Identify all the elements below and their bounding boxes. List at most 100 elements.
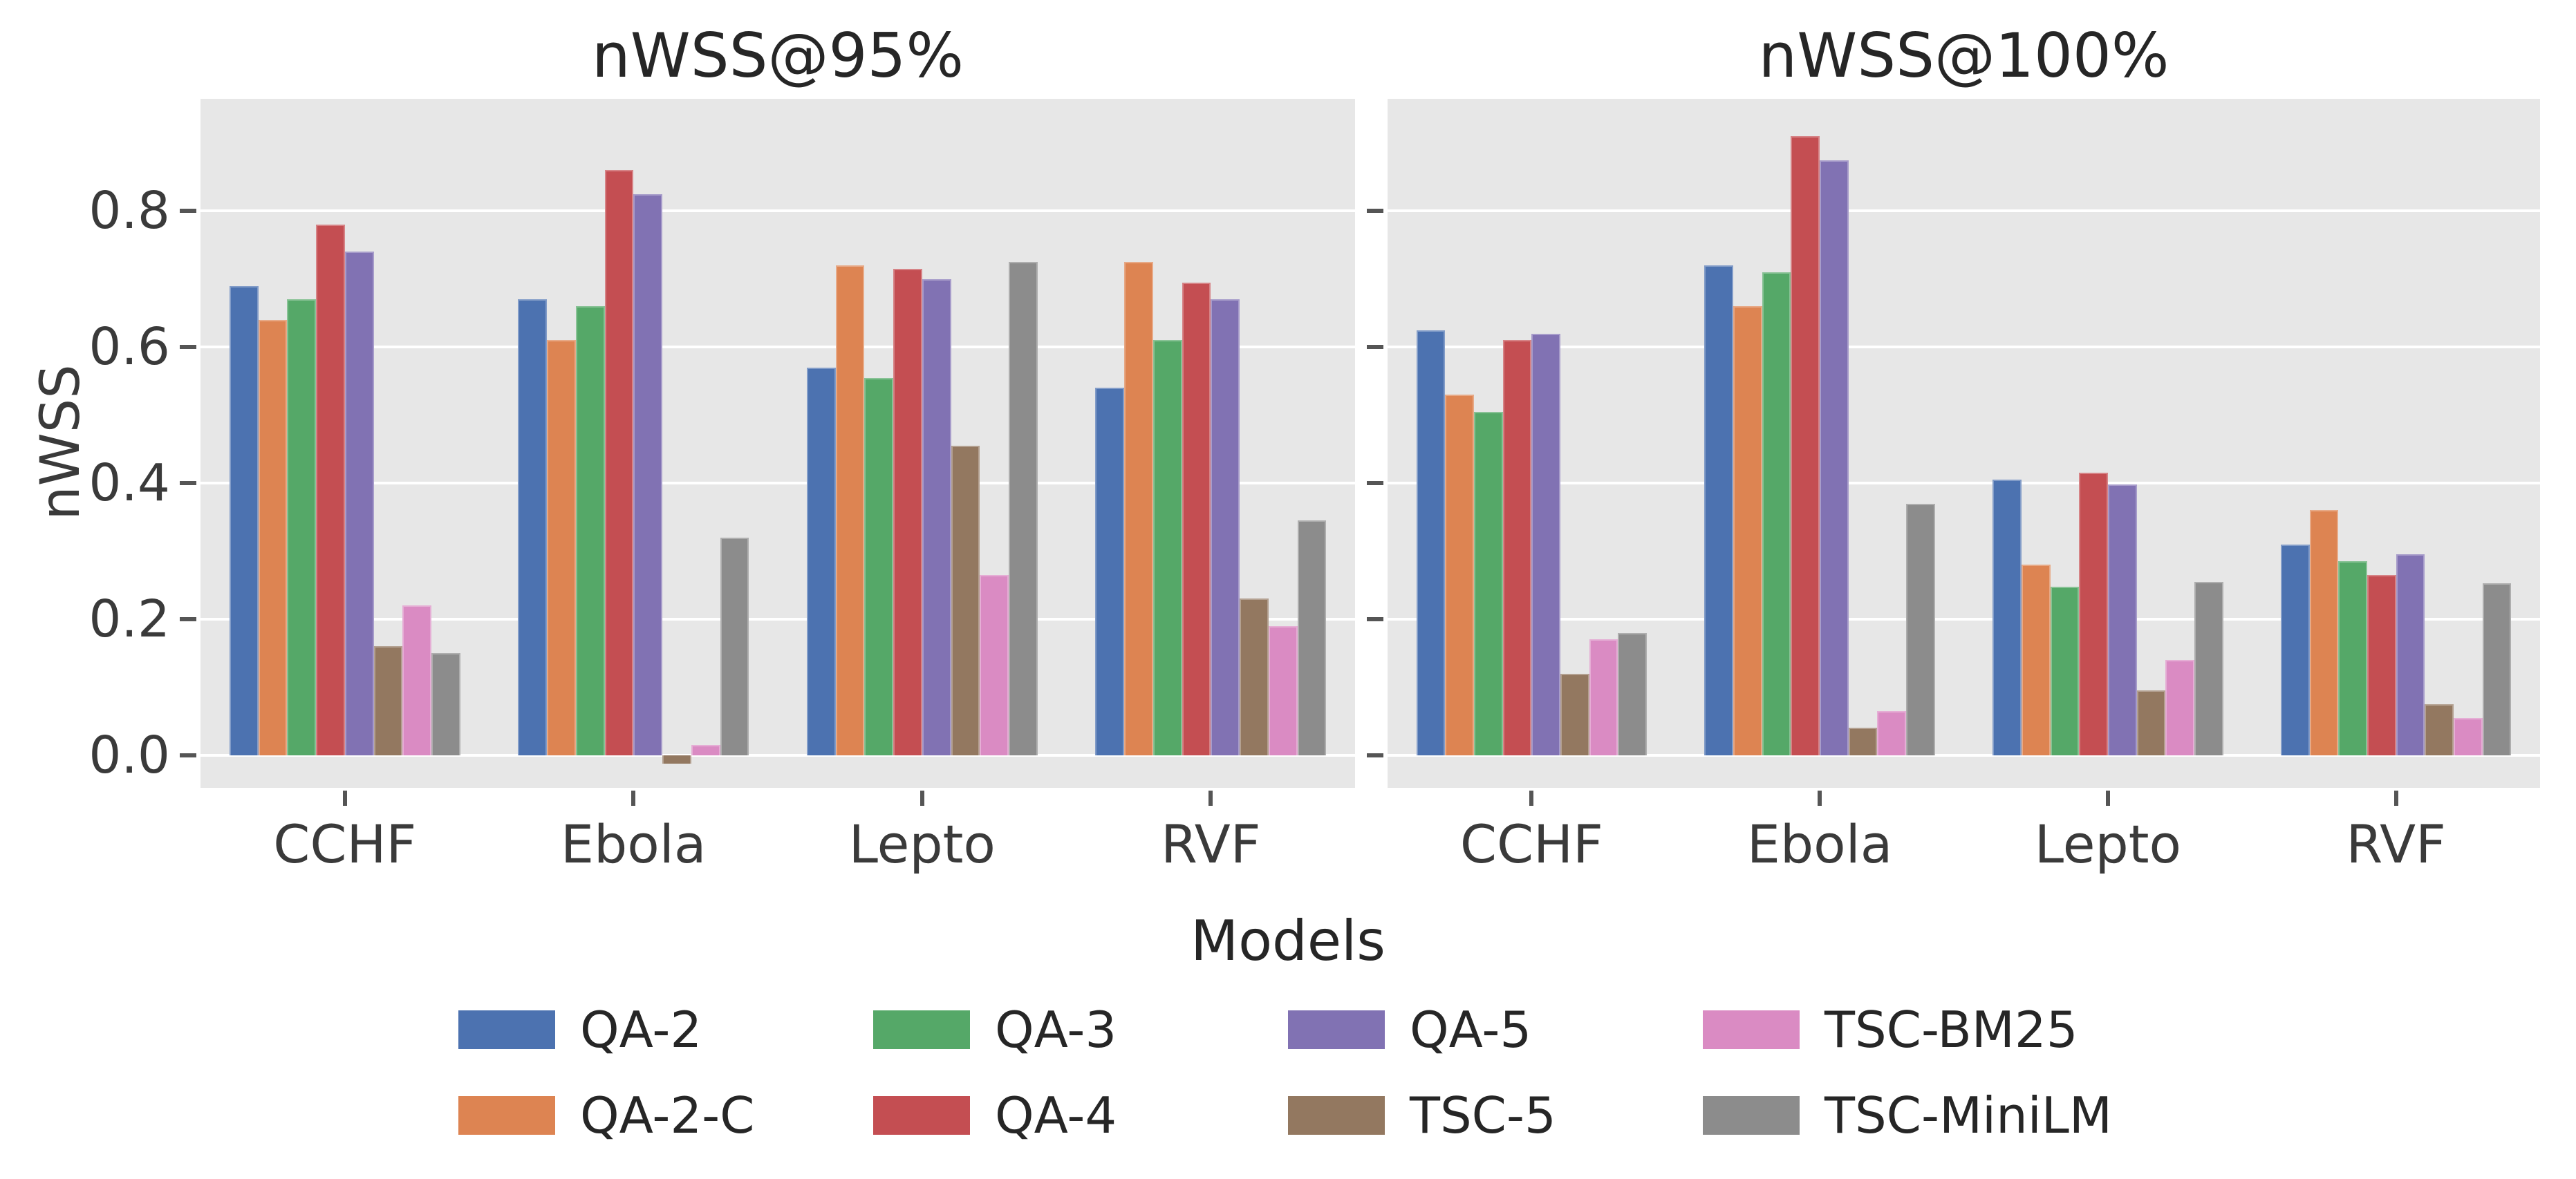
x-tick-label-Ebola: Ebola [1746,813,1893,875]
bar-QA-4-Ebola [1791,136,1820,755]
legend-swatch-qa-5 [1288,1010,1385,1049]
gridline-0.0 [200,753,1355,757]
bar-QA-2-C-RVF [1124,262,1153,755]
bar-QA-2-Lepto [806,367,836,755]
legend-label: QA-2-C [580,1086,755,1144]
gridline-0.8 [1388,209,2540,213]
bar-TSC-MiniLM-Lepto [2194,581,2223,755]
y-axis-label: nWSS [30,364,92,520]
bar-QA-2-C-Lepto [835,265,865,755]
bar-TSC-MiniLM-RVF [2482,583,2512,755]
y-tick-label: 0.6 [88,317,170,377]
legend-item: QA-5 [1288,1005,1531,1055]
panel-title-left: nWSS@95% [591,20,964,91]
legend-label: QA-5 [1410,1001,1532,1059]
x-tick-mark [631,791,636,806]
bar-TSC-MiniLM-Lepto [1009,262,1038,755]
panel-nwss-100: nWSS@100% CCHF Ebola Lepto RVF [1367,26,2540,871]
x-tick-mark [1529,791,1534,806]
y-tick-label: 0.8 [88,181,170,241]
y-tick-label: 0.2 [88,589,170,649]
legend-label: TSC-BM25 [1824,1001,2078,1059]
legend-title: Models [1191,909,1385,973]
x-tick-mark [920,791,924,806]
gridline-0.2 [1388,617,2540,621]
gridline-0.4 [1388,482,2540,485]
x-tick-label-Lepto: Lepto [2034,813,2182,875]
bar-TSC-MiniLM-RVF [1297,520,1327,755]
bar-TSC-5-CCHF [1560,673,1589,755]
legend-swatch-qa-4 [873,1096,970,1135]
bar-QA-3-Lepto [2050,586,2080,755]
bar-QA-2-CCHF [229,285,259,755]
legend-label: QA-2 [580,1001,702,1059]
bar-QA-3-RVF [2338,561,2367,755]
bar-QA-3-Ebola [575,306,605,755]
bar-TSC-5-Lepto [951,445,980,755]
bar-TSC-MiniLM-Ebola [720,537,749,755]
legend-label: TSC-5 [1410,1086,1556,1144]
bar-TSC-BM25-Lepto [980,574,1009,755]
gridline-0.6 [200,346,1355,349]
legend-grid: QA-2 QA-3 QA-5 TSC-BM25 QA-2-C QA-4 [458,1005,2118,1140]
bar-QA-2-RVF [2280,544,2310,755]
legend-swatch-qa-3 [873,1010,970,1049]
bar-QA-3-Lepto [864,377,893,755]
y-tick-mark [1367,753,1383,757]
bar-QA-5-Ebola [633,194,662,755]
legend-label: QA-4 [995,1086,1117,1144]
y-tick-label: 0.0 [88,725,170,785]
bar-TSC-BM25-CCHF [1589,639,1618,755]
plot-area-left [200,99,1355,788]
y-tick-mark [1367,481,1383,486]
y-tick-mark [1367,209,1383,214]
bar-TSC-5-Lepto [2136,690,2166,755]
legend-item: TSC-5 [1288,1091,1556,1140]
bar-QA-5-RVF [1211,299,1240,755]
bar-QA-3-CCHF [1474,411,1503,755]
bar-TSC-5-CCHF [373,646,403,755]
legend-item: QA-2 [458,1005,702,1055]
x-tick-mark [1208,791,1213,806]
bar-QA-2-C-RVF [2309,510,2339,755]
legend-swatch-tsc-bm25 [1703,1010,1800,1049]
bar-QA-4-Lepto [2079,473,2108,755]
x-tick-mark [1818,791,1822,806]
bar-TSC-MiniLM-Ebola [1906,503,1935,755]
bar-TSC-BM25-RVF [2453,717,2483,755]
bar-QA-5-Ebola [1820,160,1849,755]
gridline-0.0 [1388,753,2540,757]
bar-QA-2-C-CCHF [1445,395,1475,755]
panel-title-right: nWSS@100% [1758,20,2169,91]
bar-TSC-BM25-CCHF [402,605,431,755]
panel-nwss-95: nWSS@95% 0.0 0.2 0.4 0.6 0.8 CCHF Ebola Lepto RV… [88,26,1355,871]
plot-area-right [1388,99,2540,788]
bar-TSC-BM25-Lepto [2165,659,2194,755]
bar-QA-3-RVF [1152,340,1182,755]
bar-TSC-BM25-Ebola [1877,710,1907,755]
bar-TSC-BM25-Ebola [691,745,720,755]
bar-QA-4-Lepto [893,269,922,755]
bar-TSC-5-RVF [2425,704,2454,755]
bar-QA-4-Ebola [604,170,634,755]
bar-QA-5-CCHF [344,252,374,755]
gridline-0.6 [1388,346,2540,349]
x-tick-label-CCHF: CCHF [273,813,417,875]
gridline-0.2 [200,617,1355,621]
bar-QA-5-CCHF [1531,333,1561,755]
legend: Models QA-2 QA-3 QA-5 TSC-BM25 QA-2-C [0,914,2576,1140]
bar-TSC-BM25-RVF [1268,625,1298,755]
y-tick-mark [180,616,196,621]
legend-item: QA-4 [873,1091,1117,1140]
gridline-0.4 [200,482,1355,485]
legend-item: QA-2-C [458,1091,754,1140]
x-tick-label-RVF: RVF [1161,813,1261,875]
bar-QA-2-C-Ebola [547,340,576,755]
legend-label: TSC-MiniLM [1824,1086,2112,1144]
legend-label: QA-3 [995,1001,1117,1059]
y-tick-mark [1367,345,1383,350]
bar-TSC-5-RVF [1240,598,1269,755]
legend-swatch-qa-2-c [458,1096,555,1135]
bar-QA-2-C-CCHF [258,319,288,755]
